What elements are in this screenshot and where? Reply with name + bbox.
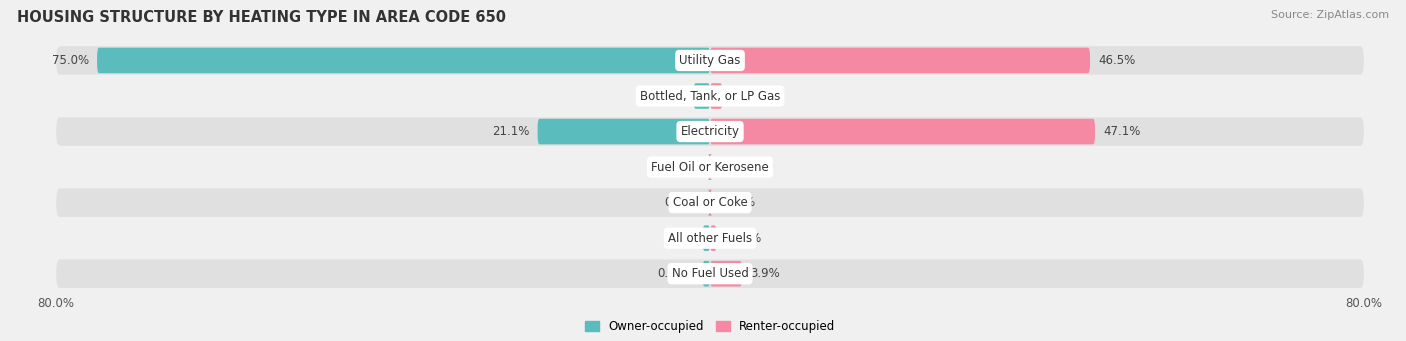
Text: 47.1%: 47.1% (1104, 125, 1140, 138)
Text: No Fuel Used: No Fuel Used (672, 267, 748, 280)
Text: 0.01%: 0.01% (665, 196, 702, 209)
Text: 0.79%: 0.79% (724, 232, 762, 245)
Text: 3.9%: 3.9% (749, 267, 780, 280)
FancyBboxPatch shape (97, 48, 710, 73)
Text: HOUSING STRUCTURE BY HEATING TYPE IN AREA CODE 650: HOUSING STRUCTURE BY HEATING TYPE IN ARE… (17, 10, 506, 25)
FancyBboxPatch shape (56, 82, 1364, 110)
Text: 0.01%: 0.01% (718, 196, 755, 209)
FancyBboxPatch shape (537, 119, 710, 144)
Text: Coal or Coke: Coal or Coke (672, 196, 748, 209)
Text: 75.0%: 75.0% (52, 54, 89, 67)
Text: All other Fuels: All other Fuels (668, 232, 752, 245)
Text: 2.0%: 2.0% (655, 89, 686, 103)
Text: 1.5%: 1.5% (731, 89, 761, 103)
FancyBboxPatch shape (703, 225, 710, 251)
FancyBboxPatch shape (710, 83, 723, 109)
FancyBboxPatch shape (56, 153, 1364, 181)
FancyBboxPatch shape (709, 190, 711, 216)
FancyBboxPatch shape (56, 189, 1364, 217)
Text: 0.9%: 0.9% (665, 232, 695, 245)
FancyBboxPatch shape (709, 154, 711, 180)
Text: Fuel Oil or Kerosene: Fuel Oil or Kerosene (651, 161, 769, 174)
Text: Utility Gas: Utility Gas (679, 54, 741, 67)
FancyBboxPatch shape (710, 225, 717, 251)
Text: 46.5%: 46.5% (1098, 54, 1136, 67)
FancyBboxPatch shape (710, 48, 1090, 73)
Text: 0.91%: 0.91% (657, 267, 695, 280)
Text: 0.08%: 0.08% (664, 161, 702, 174)
FancyBboxPatch shape (693, 83, 710, 109)
FancyBboxPatch shape (703, 261, 710, 286)
FancyBboxPatch shape (709, 190, 711, 216)
Text: 0.16%: 0.16% (720, 161, 756, 174)
FancyBboxPatch shape (56, 224, 1364, 252)
Text: Electricity: Electricity (681, 125, 740, 138)
FancyBboxPatch shape (56, 46, 1364, 75)
FancyBboxPatch shape (710, 261, 742, 286)
FancyBboxPatch shape (709, 154, 711, 180)
FancyBboxPatch shape (56, 260, 1364, 288)
FancyBboxPatch shape (56, 117, 1364, 146)
Text: 21.1%: 21.1% (492, 125, 530, 138)
Text: Bottled, Tank, or LP Gas: Bottled, Tank, or LP Gas (640, 89, 780, 103)
Text: Source: ZipAtlas.com: Source: ZipAtlas.com (1271, 10, 1389, 20)
FancyBboxPatch shape (710, 119, 1095, 144)
Legend: Owner-occupied, Renter-occupied: Owner-occupied, Renter-occupied (585, 320, 835, 333)
